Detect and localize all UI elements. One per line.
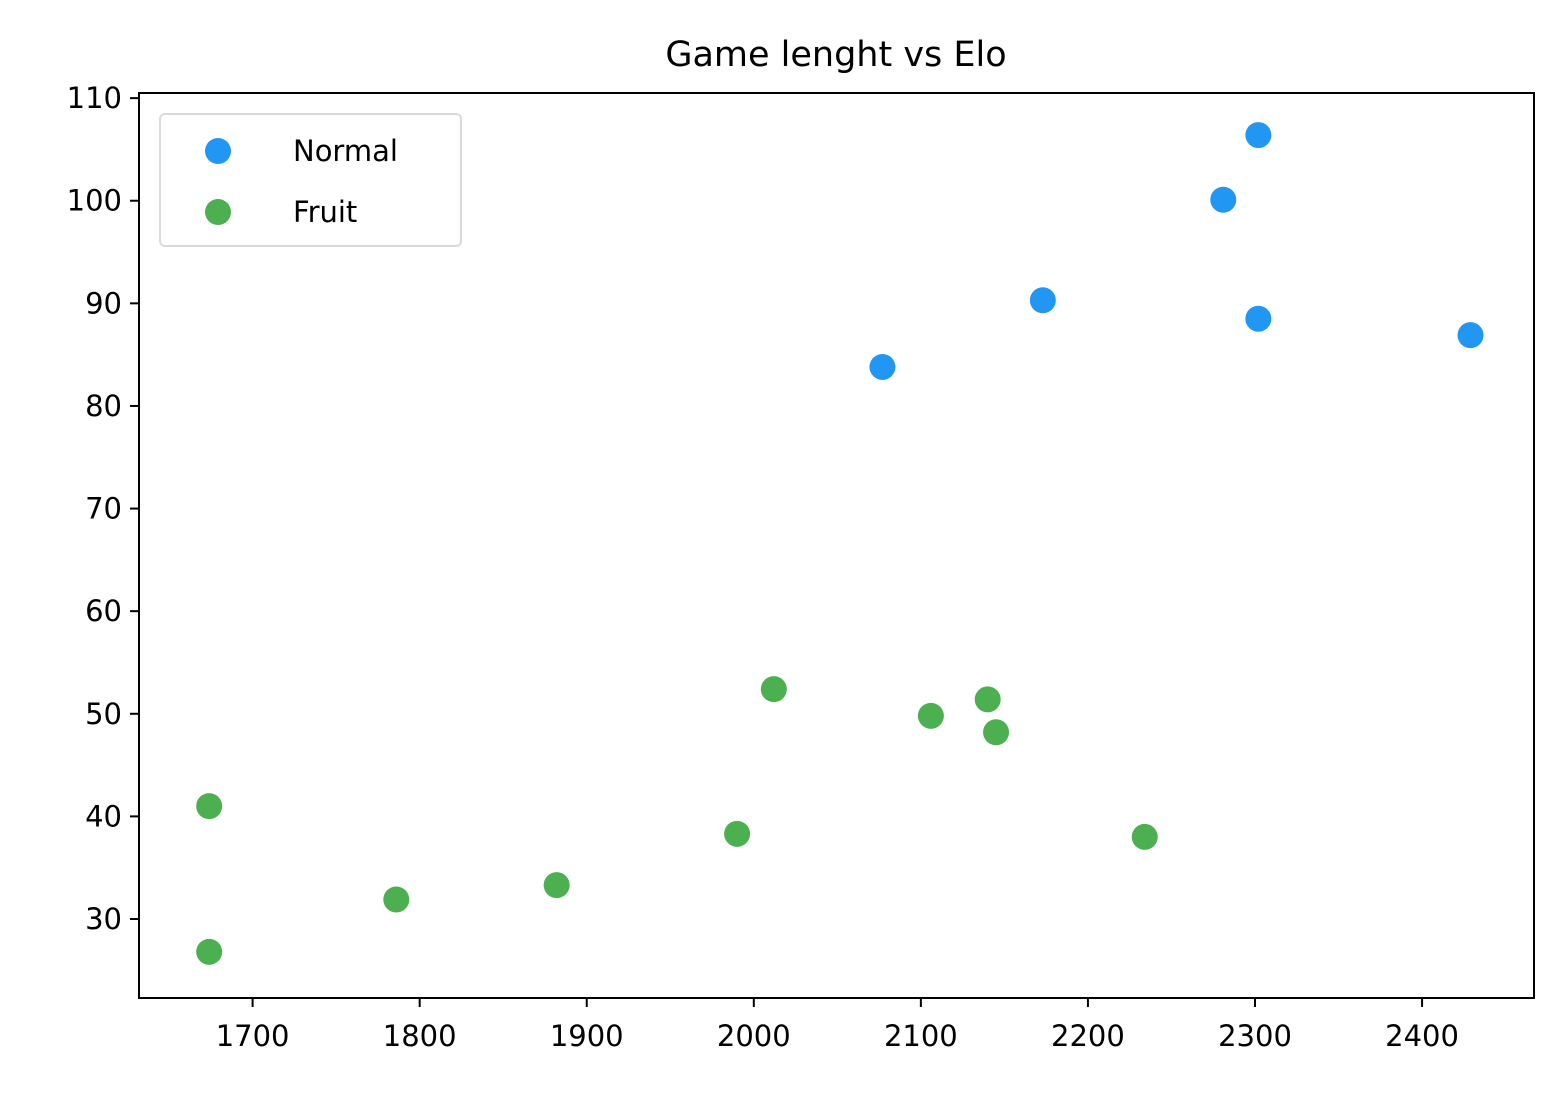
x-tick-label: 2200	[1051, 1019, 1125, 1053]
data-point-normal	[1210, 186, 1237, 213]
y-tick-label: 60	[85, 594, 122, 628]
plot-area-frame	[138, 92, 1535, 999]
data-point-fruit	[760, 676, 787, 703]
data-point-normal	[1245, 305, 1272, 332]
y-tick-label: 80	[85, 389, 122, 423]
y-tick-label: 30	[85, 902, 122, 936]
data-point-fruit	[974, 686, 1001, 713]
legend-label-normal: Normal	[293, 134, 398, 168]
data-point-fruit	[917, 702, 944, 729]
x-tick-label: 2000	[717, 1019, 791, 1053]
chart-title: Game lenght vs Elo	[665, 35, 1006, 75]
data-point-fruit	[724, 820, 751, 847]
data-point-normal	[1245, 122, 1272, 149]
y-tick-label: 110	[67, 81, 122, 115]
data-point-fruit	[983, 719, 1010, 746]
x-tick-label: 1800	[383, 1019, 457, 1053]
data-point-fruit	[383, 886, 410, 913]
y-tick-label: 40	[85, 799, 122, 833]
x-axis-ticks: 1700 1800 1900 2000 2100 2200 2300 2400	[216, 998, 1459, 1053]
data-point-fruit	[196, 938, 223, 965]
x-tick-label: 2400	[1385, 1019, 1459, 1053]
x-tick-label: 2100	[884, 1019, 958, 1053]
y-tick-label: 50	[85, 697, 122, 731]
data-point-fruit	[1131, 823, 1158, 850]
data-point-normal	[1457, 322, 1484, 349]
y-tick-label: 100	[67, 184, 122, 218]
x-tick-label: 1700	[216, 1019, 290, 1053]
legend-label-fruit: Fruit	[293, 195, 357, 229]
data-points	[196, 122, 1484, 965]
y-tick-label: 90	[85, 286, 122, 320]
x-tick-label: 1900	[550, 1019, 624, 1053]
data-point-fruit	[543, 872, 570, 899]
y-axis-ticks: 30 40 50 60 70 80 90 100 110	[67, 81, 139, 936]
data-point-normal	[869, 353, 896, 380]
data-point-normal	[1029, 287, 1056, 314]
legend-marker-fruit	[205, 199, 231, 225]
legend: Normal Fruit	[159, 113, 462, 247]
legend-box	[159, 113, 462, 247]
data-point-fruit	[196, 793, 223, 820]
y-tick-label: 70	[85, 492, 122, 526]
legend-marker-normal	[205, 138, 231, 164]
x-tick-label: 2300	[1218, 1019, 1292, 1053]
